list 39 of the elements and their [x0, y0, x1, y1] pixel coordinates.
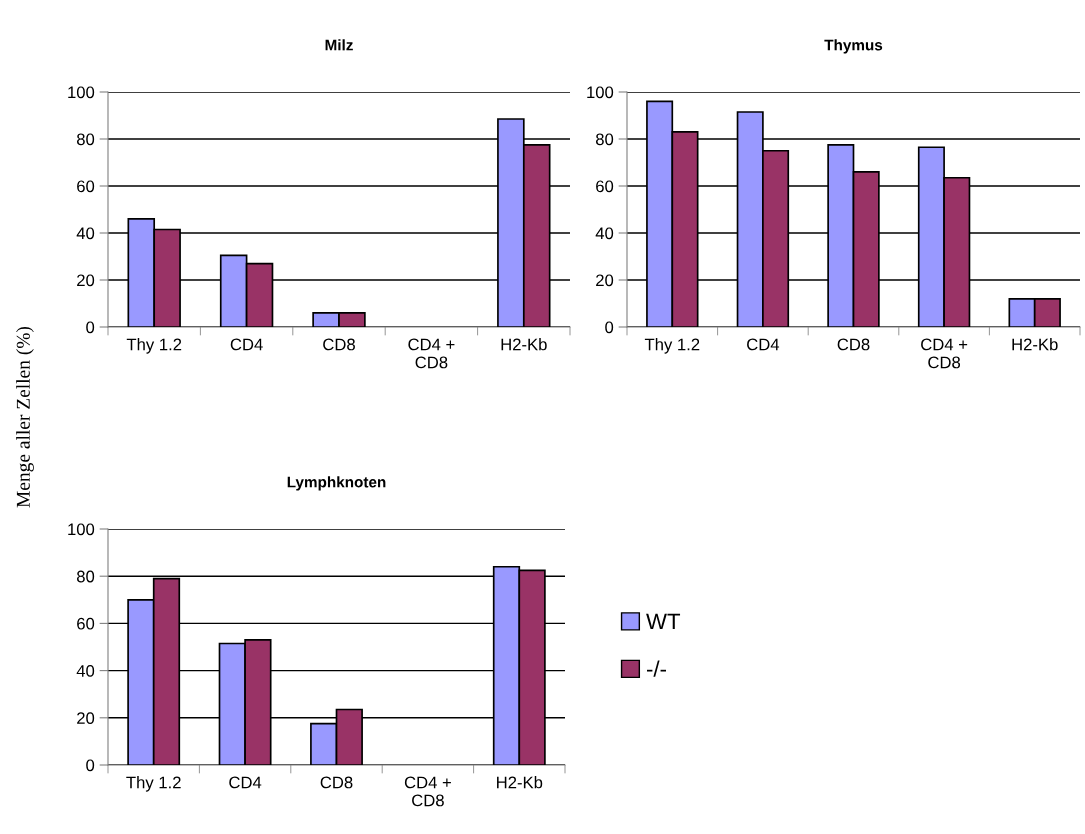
- x-tick-label: CD4: [747, 338, 780, 351]
- chart-title: Lymphknoten: [287, 476, 386, 491]
- y-tick-label: 60: [77, 180, 95, 193]
- x-tick-label: CD4 + CD8: [408, 338, 455, 369]
- x-tick-label: CD8: [323, 338, 355, 351]
- x-tick-label: H2-Kb: [1012, 338, 1058, 351]
- x-tick-label: CD4 + CD8: [921, 338, 968, 369]
- x-tick-label: H2-Kb: [497, 776, 543, 789]
- y-tick-label: 80: [76, 570, 95, 583]
- y-tick-label: 0: [86, 321, 95, 334]
- y-tick-label: 60: [77, 617, 95, 630]
- legend-label: WT: [646, 613, 681, 630]
- y-tick-label: 0: [605, 321, 614, 334]
- x-tick-label: Thy 1.2: [126, 776, 181, 792]
- x-tick-label: Thy 1.2: [644, 338, 700, 354]
- y-tick-label: 20: [77, 712, 95, 724]
- y-tick-label: 0: [86, 759, 95, 772]
- x-tick-label: CD4: [230, 338, 263, 351]
- x-tick-label: CD4: [229, 776, 262, 789]
- x-tick-label: H2-Kb: [501, 338, 547, 351]
- y-axis-title: Menge aller Zellen (%): [16, 326, 34, 508]
- chart-title: Thymus: [824, 39, 883, 54]
- legend-label: -/-: [646, 660, 666, 677]
- y-tick-label: 20: [77, 274, 95, 287]
- x-tick-label: CD8: [837, 338, 870, 351]
- y-tick-label: 100: [68, 86, 95, 99]
- y-tick-label: 80: [595, 133, 614, 146]
- x-tick-label: CD4 + CD8: [404, 776, 451, 807]
- y-tick-label: 20: [596, 274, 614, 287]
- y-tick-label: 80: [76, 133, 95, 146]
- y-tick-label: 40: [76, 665, 95, 677]
- y-tick-label: 60: [596, 180, 614, 193]
- x-tick-label: CD8: [320, 776, 353, 789]
- y-tick-label: 40: [76, 227, 95, 240]
- y-tick-label: 100: [587, 86, 614, 99]
- x-tick-label: Thy 1.2: [126, 338, 182, 354]
- chart-title: Milz: [325, 39, 353, 51]
- y-tick-label: 40: [595, 227, 614, 240]
- y-tick-label: 100: [68, 523, 95, 536]
